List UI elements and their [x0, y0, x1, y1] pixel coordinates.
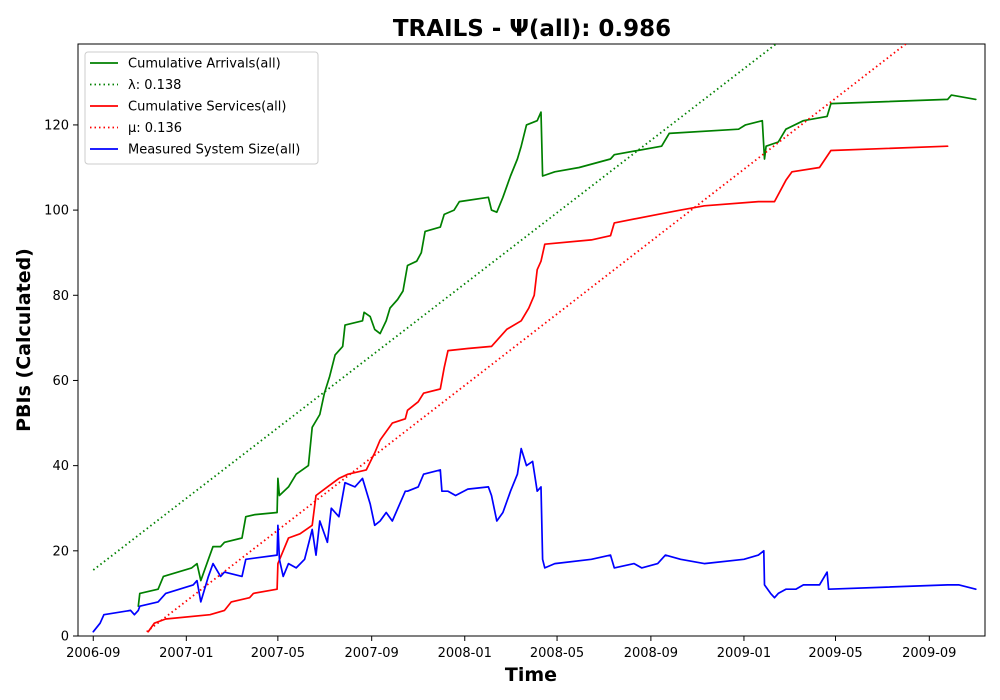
- series-line-4: [92, 447, 977, 633]
- legend-label: μ: 0.136: [128, 121, 182, 136]
- y-tick-label: 40: [52, 459, 69, 474]
- y-tick-label: 20: [52, 544, 69, 559]
- legend-label: λ: 0.138: [128, 78, 181, 93]
- x-tick-label: 2008-01: [438, 646, 492, 661]
- chart-legend: Cumulative Arrivals(all) λ: 0.138 Cumulati…: [84, 51, 319, 165]
- x-axis-label: Time: [505, 664, 557, 686]
- y-axis-label: PBIs (Calculated): [13, 248, 35, 432]
- legend-label: Measured System Size(all): [128, 143, 300, 158]
- series-line-0: [137, 94, 977, 608]
- x-tick-label: 2006-09: [66, 646, 120, 661]
- x-tick-label: 2009-01: [717, 646, 771, 661]
- legend-label: Cumulative Arrivals(all): [128, 57, 281, 72]
- x-tick-label: 2007-01: [159, 646, 213, 661]
- plot-series-group: [92, 44, 977, 633]
- y-axis: 0 20 40 60 80 100 120: [44, 118, 78, 645]
- x-axis: 2006-09 2007-01 2007-05 2007-09 2008-01 2008-…: [66, 636, 956, 661]
- y-tick-label: 80: [52, 289, 69, 304]
- y-tick-label: 120: [44, 118, 69, 133]
- x-tick-label: 2008-05: [530, 646, 584, 661]
- x-tick-label: 2009-09: [902, 646, 956, 661]
- legend-label: Cumulative Services(all): [128, 100, 286, 115]
- series-line-2: [147, 145, 949, 633]
- x-tick-label: 2007-09: [345, 646, 399, 661]
- chart-title: TRAILS - Ψ(all): 0.986: [393, 16, 671, 42]
- x-tick-label: 2009-05: [808, 646, 862, 661]
- y-tick-label: 100: [44, 204, 69, 219]
- y-tick-label: 0: [61, 630, 69, 645]
- legend-frame: [84, 51, 319, 165]
- y-tick-label: 60: [52, 374, 69, 389]
- x-tick-label: 2007-05: [251, 646, 305, 661]
- plot-frame: [77, 43, 986, 637]
- x-tick-label: 2008-09: [624, 646, 678, 661]
